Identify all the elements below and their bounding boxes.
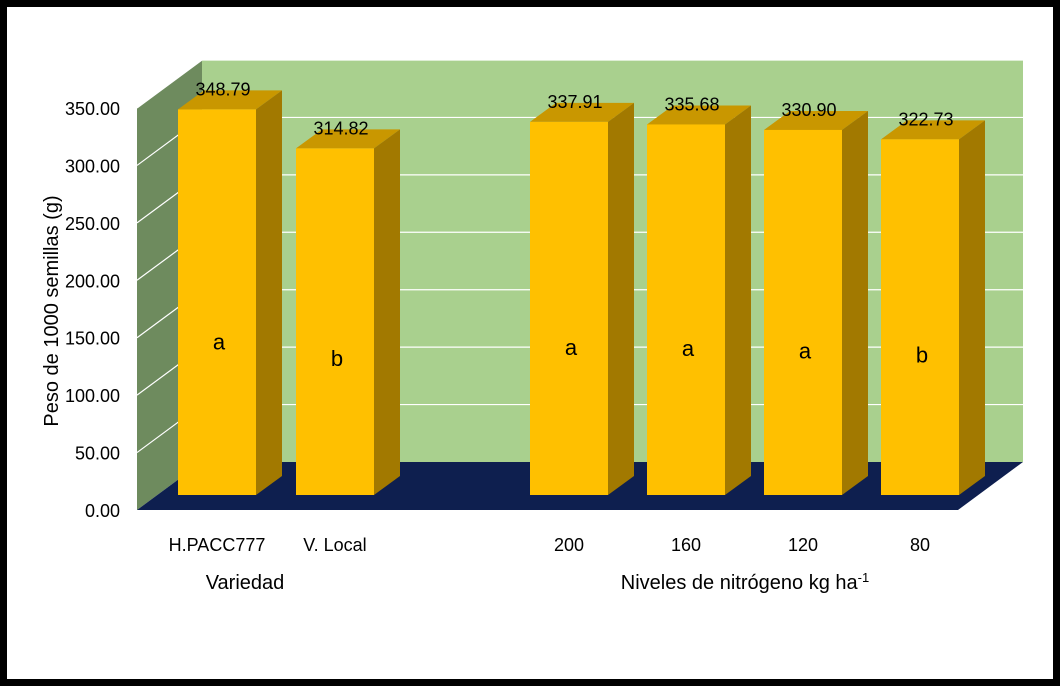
significance-letter: b: [916, 342, 928, 367]
data-label: 314.82: [313, 118, 368, 138]
group-label-superscript: -1: [858, 570, 870, 585]
y-axis-title: Peso de 1000 semillas (g): [41, 195, 63, 426]
group-label: Variedad: [206, 572, 285, 594]
significance-letter: a: [565, 335, 578, 360]
bar: [178, 109, 256, 495]
labels: 348.79 a H.PACC777 314.82 b V. Local 337.91 a 20…: [169, 79, 954, 594]
y-tick-label: 200.00: [65, 271, 120, 291]
bar-side-face: [725, 105, 751, 495]
bar: [764, 129, 842, 495]
y-axis: 0.00 50.00 100.00 150.00 200.00 250.00 300.00 3…: [65, 99, 120, 521]
x-tick-label: 120: [788, 535, 818, 555]
x-tick-label: 200: [554, 535, 584, 555]
y-tick-label: 250.00: [65, 214, 120, 234]
x-tick-label: 160: [671, 535, 701, 555]
significance-letter: a: [682, 336, 695, 361]
significance-letter: a: [799, 338, 812, 363]
significance-letter: a: [213, 330, 226, 355]
bar-top-face: [881, 120, 985, 140]
bar-top-face: [764, 110, 868, 130]
bar-side-face: [959, 120, 985, 496]
data-label: 348.79: [195, 79, 250, 99]
x-tick-label: 80: [910, 535, 930, 555]
x-tick-label: V. Local: [303, 535, 366, 555]
data-label: 330.90: [781, 100, 836, 120]
gridline: [136, 59, 1023, 109]
x-tick-label: H.PACC777: [169, 535, 266, 555]
data-label: 335.68: [664, 94, 719, 114]
bar-top-face: [530, 102, 634, 122]
y-tick-label: 100.00: [65, 386, 120, 406]
bars: [178, 90, 985, 496]
bar-top-face: [296, 129, 400, 149]
y-tick-label: 150.00: [65, 329, 120, 349]
y-tick-label: 350.00: [65, 99, 120, 119]
bar-top-face: [178, 90, 282, 110]
group-label: Niveles de nitrógeno kg ha-1: [621, 570, 869, 595]
data-label: 322.73: [898, 109, 953, 129]
bar-side-face: [256, 90, 282, 495]
y-tick-label: 50.00: [75, 444, 120, 464]
bar-top-face: [647, 105, 751, 125]
y-tick-label: 0.00: [85, 501, 120, 521]
bar-side-face: [608, 102, 634, 495]
significance-letter: b: [331, 346, 343, 371]
y-tick-label: 300.00: [65, 156, 120, 176]
bar-side-face: [374, 129, 400, 495]
bar: [530, 121, 608, 495]
bar: [881, 139, 959, 496]
data-label: 337.91: [547, 92, 602, 112]
bar: [296, 148, 374, 495]
bar-side-face: [842, 110, 868, 495]
bar: [647, 124, 725, 495]
